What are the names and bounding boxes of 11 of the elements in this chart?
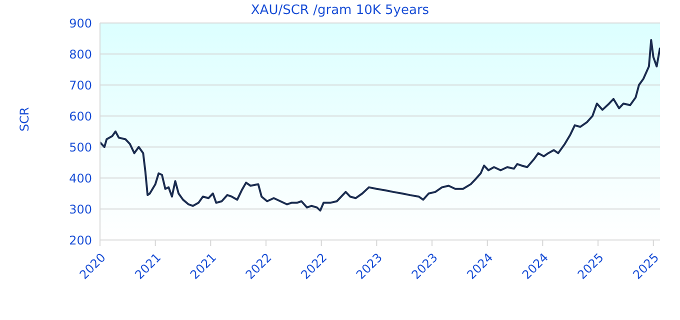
y-tick-label: 500 xyxy=(69,140,92,154)
y-tick-label: 900 xyxy=(69,16,92,30)
y-tick-label: 300 xyxy=(69,202,92,216)
y-axis-title: SCR xyxy=(17,107,32,132)
line-series xyxy=(100,39,660,212)
y-tick-label: 200 xyxy=(69,233,92,248)
y-tick-label: 800 xyxy=(69,47,92,62)
y-tick-label: 600 xyxy=(69,109,92,124)
chart-title: XAU/SCR /gram 10K 5years xyxy=(250,3,430,18)
y-tick-label: 700 xyxy=(69,78,92,92)
y-tick-label: 400 xyxy=(69,171,92,186)
